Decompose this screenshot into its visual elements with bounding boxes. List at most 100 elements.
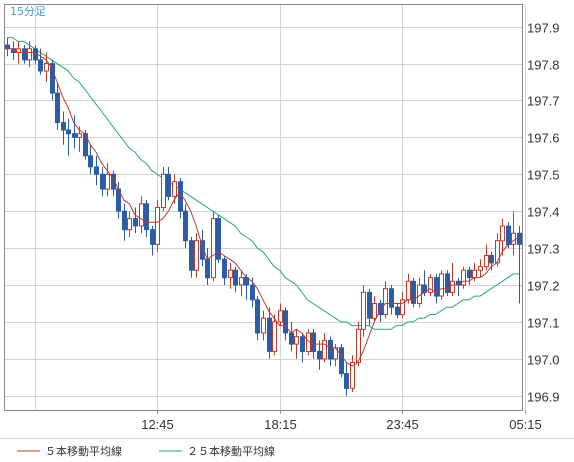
y-tick-labels: 197.9 197.8 197.7 197.6 197.5 197.4 197.3 197.2… xyxy=(527,21,560,405)
candle-body-up xyxy=(155,207,160,245)
candle-body-down xyxy=(133,218,138,227)
candle-body-down xyxy=(100,173,105,190)
legend-ma25-label: ２５本移動平均線 xyxy=(187,444,275,458)
ma25-layer xyxy=(7,37,519,330)
candle-body-up xyxy=(472,269,477,279)
y-tick-label: 197.6 xyxy=(527,131,560,146)
candle-body-up xyxy=(294,336,299,345)
candle-body-up xyxy=(461,269,466,286)
candle-body-down xyxy=(122,210,127,231)
candle-body-down xyxy=(83,133,88,157)
candle-body-down xyxy=(94,166,99,175)
candle-body-down xyxy=(389,288,394,308)
candle-body-down xyxy=(344,373,349,389)
legend: ５本移動平均線 ２５本移動平均線 xyxy=(17,444,275,458)
candle-body-down xyxy=(166,173,171,197)
candle-body-up xyxy=(372,303,377,319)
candle-body-down xyxy=(250,284,255,301)
candle-body-up xyxy=(406,280,411,301)
y-tick-label: 196.9 xyxy=(527,390,560,405)
candle-body-down xyxy=(328,339,333,360)
ma5-layer xyxy=(7,48,520,367)
candle-body-down xyxy=(467,269,472,279)
candle-body-down xyxy=(222,258,227,279)
candle-body-down xyxy=(311,332,316,352)
timeframe-label: 15分足 xyxy=(10,5,46,18)
candle-body-up xyxy=(361,291,366,330)
candle-body-down xyxy=(216,218,221,260)
candle-body-down xyxy=(22,48,27,61)
candle-body-up xyxy=(322,339,327,360)
candle-body-up xyxy=(495,240,500,264)
candle-body-down xyxy=(150,229,155,245)
candle-body-down xyxy=(61,122,66,131)
candle-body-down xyxy=(233,269,238,286)
y-tick-label: 197.9 xyxy=(527,21,560,36)
candle-body-up xyxy=(272,321,277,352)
candle-body-down xyxy=(205,258,210,279)
ma25-line xyxy=(7,37,519,330)
candle-body-up xyxy=(228,269,233,279)
legend-ma5-label: ５本移動平均線 xyxy=(45,444,122,458)
candle-body-down xyxy=(66,129,71,135)
y-tick-label: 197.2 xyxy=(527,279,560,294)
candle-body-down xyxy=(189,240,194,271)
y-tick-label: 197.1 xyxy=(527,316,560,331)
candle-body-up xyxy=(211,218,216,279)
y-tick-label: 197.3 xyxy=(527,242,560,257)
candle-body-down xyxy=(395,306,400,316)
candle-body-up xyxy=(77,133,82,138)
candle-body-up xyxy=(194,240,199,271)
candle-body-up xyxy=(478,266,483,271)
candle-body-down xyxy=(38,59,43,72)
candle-body-down xyxy=(200,240,205,260)
candle-body-up xyxy=(400,299,405,316)
candle-body-up xyxy=(172,181,177,197)
candle-body-down xyxy=(183,210,188,242)
candle-body-down xyxy=(267,317,272,352)
candle-body-down xyxy=(289,332,294,345)
candle-body-up xyxy=(127,218,132,231)
y-tick-label: 197.7 xyxy=(527,94,560,109)
candle-body-down xyxy=(55,92,60,124)
candle-body-down xyxy=(111,173,116,190)
candle-body-up xyxy=(44,63,49,72)
candle-body-up xyxy=(511,232,516,245)
candle-body-up xyxy=(439,273,444,297)
candle-body-down xyxy=(300,336,305,353)
candle-body-up xyxy=(161,173,166,209)
candle-body-down xyxy=(339,347,344,375)
candle-body-up xyxy=(278,310,283,323)
candle-body-down xyxy=(517,232,522,245)
candle-body-down xyxy=(88,155,93,168)
candle-body-up xyxy=(261,317,266,334)
ma5-line xyxy=(7,48,520,367)
candle-body-up xyxy=(105,173,110,190)
candle-body-up xyxy=(356,328,361,363)
y-tick-label: 197.8 xyxy=(527,58,560,73)
candle-body-down xyxy=(489,255,494,264)
candle-body-up xyxy=(484,255,489,268)
candle-body-up xyxy=(350,362,355,389)
candle-body-down xyxy=(317,350,322,360)
x-tick-label: 23:45 xyxy=(386,417,419,432)
y-tick-label: 197.5 xyxy=(527,168,560,183)
candle-body-down xyxy=(255,299,260,334)
candle-body-up xyxy=(383,288,388,316)
candle-body-down xyxy=(367,291,372,319)
candle-body-down xyxy=(5,44,10,50)
candle-body-up xyxy=(239,277,244,286)
candle-body-down xyxy=(72,133,77,138)
x-tick-label: 12:45 xyxy=(141,417,174,432)
candle-body-up xyxy=(428,277,433,293)
y-tick-label: 197.0 xyxy=(527,353,560,368)
candle-body-down xyxy=(411,280,416,304)
candle-body-down xyxy=(144,203,149,231)
candle-body-down xyxy=(378,303,383,316)
x-tick-label: 18:15 xyxy=(264,417,297,432)
candle-body-down xyxy=(434,277,439,297)
x-tick-labels: 12:45 18:15 23:45 05:15 xyxy=(141,410,542,432)
candle-body-down xyxy=(445,273,450,293)
